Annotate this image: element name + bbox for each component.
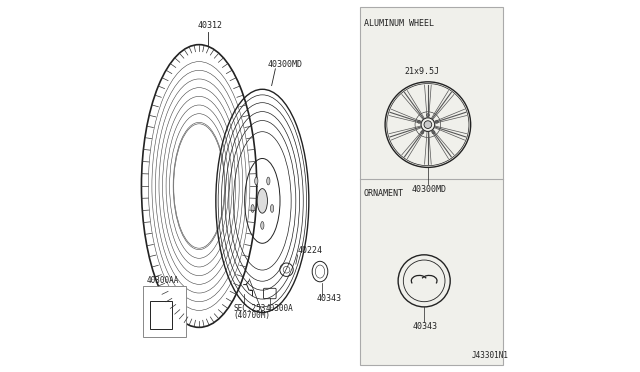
Text: 40312: 40312	[197, 21, 222, 30]
Text: (40700M): (40700M)	[234, 311, 271, 320]
Circle shape	[435, 120, 438, 123]
Bar	[360, 7, 504, 365]
Text: 40300MD: 40300MD	[411, 185, 446, 193]
Circle shape	[432, 131, 435, 134]
Text: 21x9.5J: 21x9.5J	[405, 67, 440, 76]
Bar	[150, 301, 172, 329]
Text: 40300MD: 40300MD	[268, 60, 303, 69]
Text: 40343: 40343	[316, 294, 341, 303]
Circle shape	[417, 120, 420, 123]
Ellipse shape	[255, 177, 258, 185]
Bar	[143, 286, 186, 337]
Text: ALUMINUM WHEEL: ALUMINUM WHEEL	[364, 19, 434, 28]
Ellipse shape	[267, 177, 270, 185]
Ellipse shape	[260, 221, 264, 229]
Text: 40224: 40224	[298, 246, 323, 255]
Circle shape	[421, 131, 424, 134]
Circle shape	[424, 121, 432, 128]
Text: J43301N1: J43301N1	[472, 351, 509, 360]
Ellipse shape	[251, 205, 254, 212]
Ellipse shape	[271, 205, 274, 212]
Ellipse shape	[173, 124, 225, 248]
Text: SEC.253: SEC.253	[234, 304, 266, 312]
Text: 40343: 40343	[413, 322, 438, 331]
Text: 40300A: 40300A	[266, 304, 294, 312]
Ellipse shape	[257, 189, 268, 213]
Text: 40300AA: 40300AA	[147, 276, 179, 285]
Circle shape	[426, 114, 429, 117]
Text: ORNAMENT: ORNAMENT	[364, 189, 404, 198]
